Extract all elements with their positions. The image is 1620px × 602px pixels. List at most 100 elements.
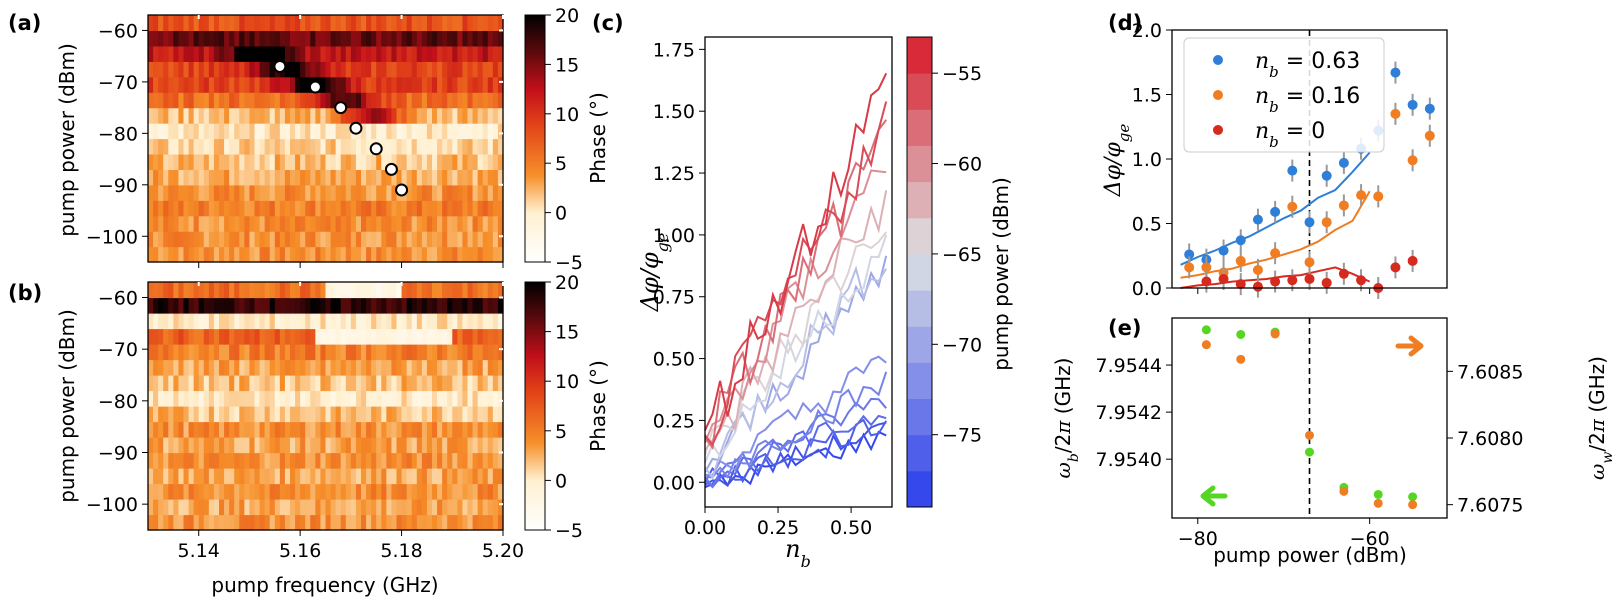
- heatmap-cell: [153, 215, 159, 232]
- heatmap-cell: [224, 246, 230, 263]
- heatmap-cell: [254, 328, 261, 345]
- heatmap-cell: [295, 297, 301, 314]
- heatmap-cell: [426, 92, 433, 109]
- heatmap-cell: [366, 30, 372, 47]
- heatmap-cell: [345, 215, 352, 232]
- heatmap-cell: [193, 359, 200, 376]
- heatmap-cell: [173, 359, 180, 376]
- heatmap-cell: [396, 92, 403, 109]
- heatmap-cell: [193, 184, 200, 201]
- heatmap-cell: [229, 359, 235, 376]
- heatmap-cell: [193, 123, 200, 140]
- heatmap-cell: [279, 406, 286, 423]
- heatmap-cell: [219, 437, 225, 454]
- heatmap-cell: [163, 61, 169, 78]
- heatmap-cell: [158, 215, 164, 232]
- heatmap-cell: [310, 61, 316, 78]
- heatmap-cell: [497, 344, 504, 361]
- heatmap-cell: [259, 297, 266, 314]
- heatmap-cell: [203, 282, 210, 299]
- heatmap-cell: [305, 61, 311, 78]
- heatmap-cell: [421, 15, 428, 32]
- heatmap-cell: [153, 468, 159, 485]
- heatmap-cell: [300, 246, 306, 263]
- heatmap-cell: [163, 246, 169, 263]
- heatmap-cell: [229, 15, 235, 32]
- heatmap-cell: [305, 215, 311, 232]
- heatmap-cell: [381, 390, 387, 407]
- heatmap-cell: [437, 107, 443, 124]
- heatmap-cell: [178, 123, 185, 140]
- heatmap-cell: [264, 375, 271, 392]
- heatmap-cell: [381, 483, 387, 500]
- colorbar-segment: [907, 362, 932, 400]
- heatmap-cell: [482, 76, 489, 93]
- heatmap-cell: [406, 359, 413, 376]
- heatmap-cell: [437, 231, 443, 248]
- heatmap-cell: [462, 200, 469, 217]
- heatmap-cell: [350, 421, 357, 438]
- heatmap-cell: [239, 483, 245, 500]
- heatmap-cell: [168, 45, 174, 62]
- heatmap-cell: [264, 15, 271, 32]
- heatmap-cell: [315, 452, 322, 469]
- heatmap-cell: [467, 514, 474, 531]
- heatmap-cell: [442, 390, 448, 407]
- heatmap-cell: [279, 107, 286, 124]
- heatmap-cell: [208, 437, 215, 454]
- heatmap-cell: [290, 76, 296, 93]
- heatmap-cell: [426, 76, 433, 93]
- heatmap-cell: [386, 483, 393, 500]
- heatmap-cell: [371, 184, 377, 201]
- data-point: [1201, 340, 1211, 350]
- heatmap-cell: [183, 15, 190, 32]
- heatmap-cell: [198, 421, 205, 438]
- heatmap-cell: [244, 123, 251, 140]
- heatmap-cell: [183, 30, 190, 47]
- heatmap-cell: [477, 344, 484, 361]
- heatmap-cell: [330, 344, 337, 361]
- y-tick-label: −100: [86, 494, 138, 516]
- heatmap-cell: [148, 328, 154, 345]
- heatmap-cell: [244, 184, 251, 201]
- heatmap-cell: [401, 246, 408, 263]
- heatmap-cell: [249, 215, 256, 232]
- heatmap-cell: [305, 76, 311, 93]
- heatmap-cell: [396, 215, 403, 232]
- y-tick-label: −60: [98, 20, 138, 42]
- heatmap-cell: [224, 282, 230, 299]
- heatmap-cell: [264, 215, 271, 232]
- heatmap-cell: [244, 15, 251, 32]
- heatmap-cell: [284, 375, 291, 392]
- series-line: [704, 190, 888, 451]
- heatmap-cell: [259, 282, 266, 299]
- series-line: [704, 265, 888, 480]
- heatmap-cell: [234, 76, 240, 93]
- y-tick-label: 0.5: [1132, 214, 1162, 236]
- heatmap-cell: [239, 499, 245, 516]
- x-tick-label: 5.16: [279, 540, 321, 562]
- heatmap-cell: [350, 390, 357, 407]
- heatmap-cell: [315, 468, 322, 485]
- heatmap-cell: [432, 45, 438, 62]
- heatmap-cell: [416, 30, 423, 47]
- heatmap-cell: [492, 92, 499, 109]
- heatmap-cell: [497, 169, 504, 186]
- heatmap-cell: [173, 390, 180, 407]
- resonance-point: [308, 80, 322, 94]
- heatmap-cell: [452, 246, 458, 263]
- heatmap-cell: [401, 328, 408, 345]
- y-tick-label: −70: [98, 72, 138, 94]
- heatmap-cell: [335, 246, 342, 263]
- panel-b-ylabel: pump power (dBm): [55, 309, 79, 503]
- heatmap-cell: [284, 246, 291, 263]
- heatmap-cell: [198, 169, 205, 186]
- heatmap-cell: [462, 452, 469, 469]
- heatmap-cell: [193, 76, 200, 93]
- colorbar-tick-label: −5: [555, 252, 583, 274]
- heatmap-cell: [345, 123, 352, 140]
- heatmap-cell: [310, 153, 316, 170]
- heatmap-cell: [396, 313, 403, 330]
- heatmap-cell: [295, 359, 301, 376]
- heatmap-cell: [386, 123, 393, 140]
